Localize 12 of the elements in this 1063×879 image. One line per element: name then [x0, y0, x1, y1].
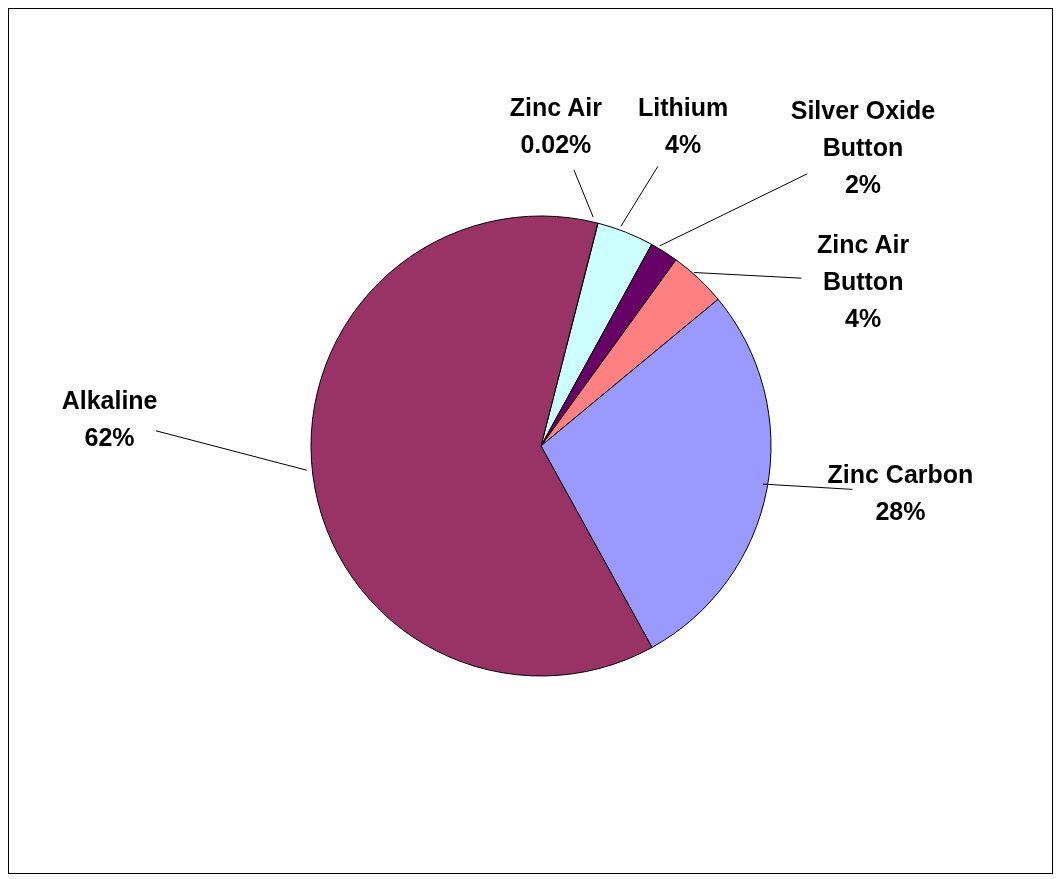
slice-label: Zinc Carbon [827, 459, 974, 488]
slice-label: Zinc Air Button [817, 230, 910, 296]
data-label: 4% [845, 304, 882, 333]
slice-label: Alkaline [61, 386, 158, 415]
data-label: 2% [844, 169, 882, 198]
data-label: 0.02% [520, 130, 592, 159]
data-label: 62% [84, 423, 135, 452]
slice-label: Lithium [637, 93, 729, 122]
data-label: 4% [665, 130, 702, 159]
slice-label: Zinc Air [509, 93, 603, 122]
data-label: 28% [875, 496, 926, 525]
slice-label: Silver Oxide Button [790, 95, 936, 161]
